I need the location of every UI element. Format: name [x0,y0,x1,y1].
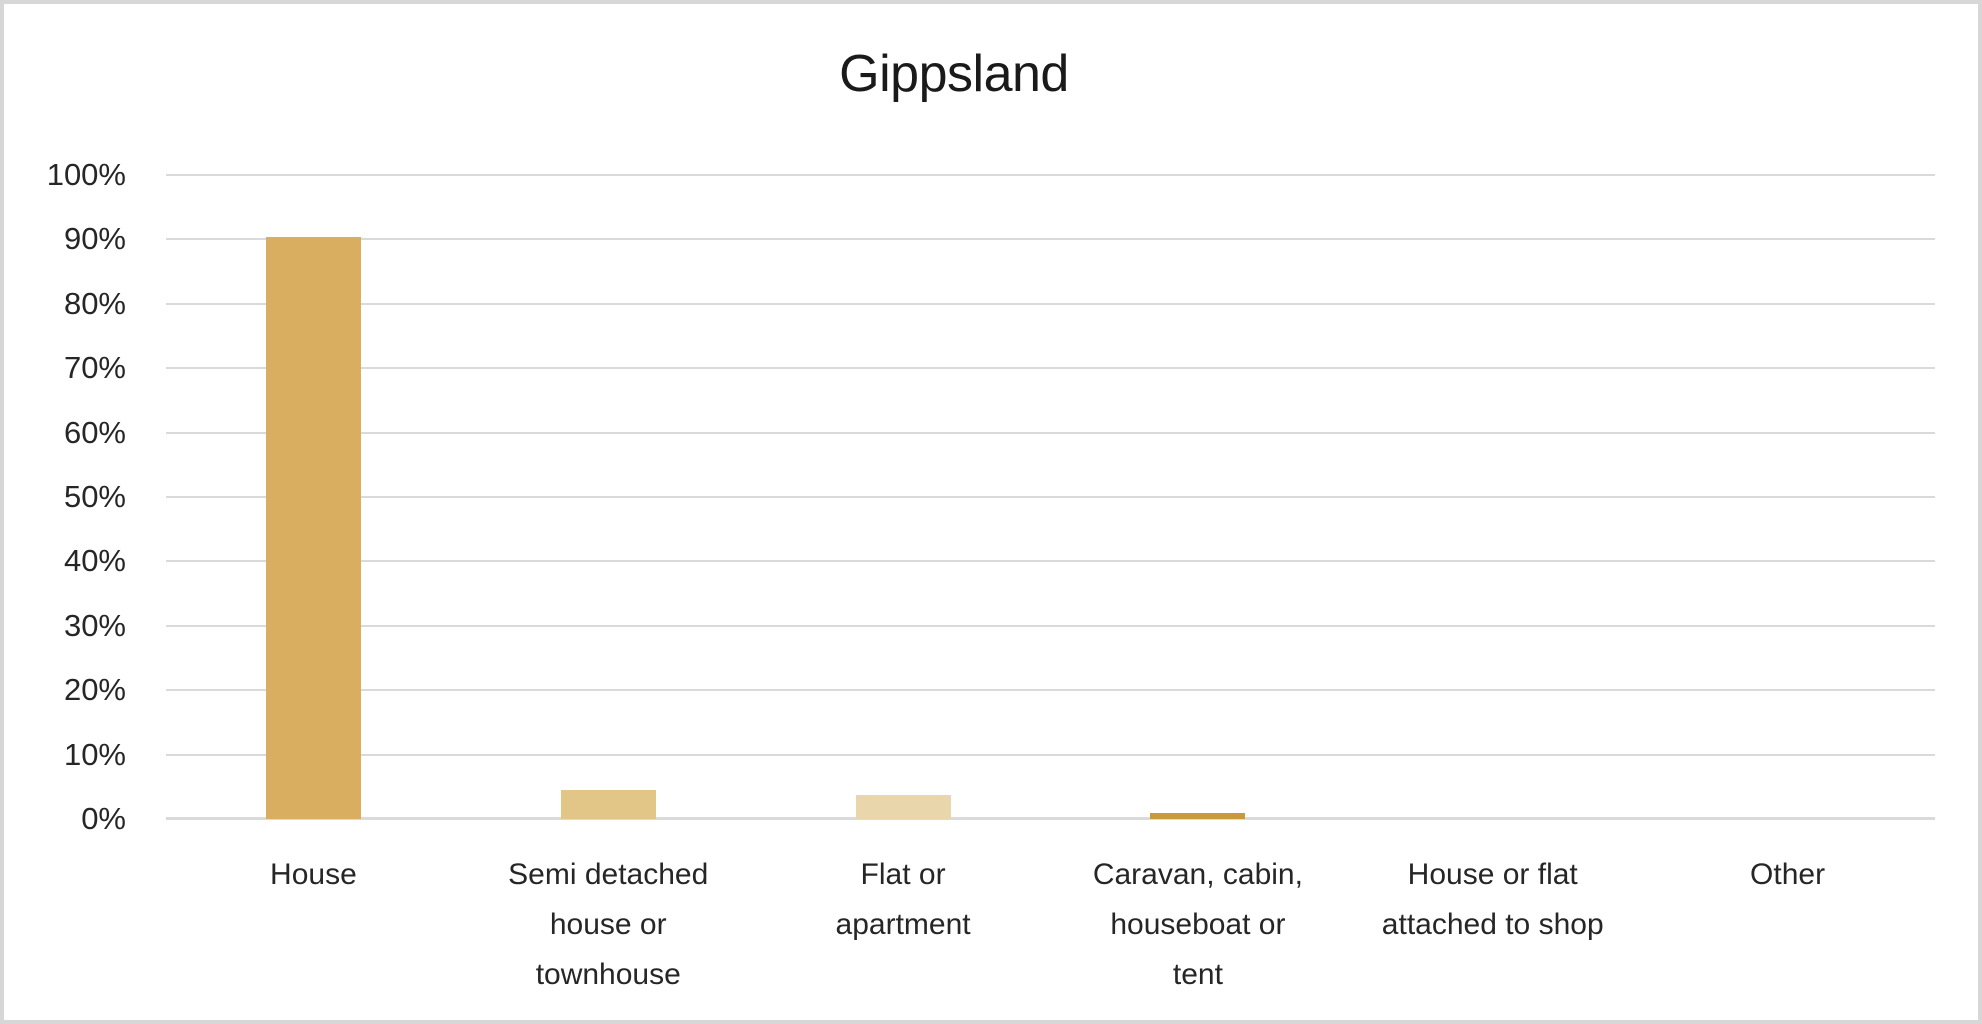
y-tick-label: 80% [63,286,126,321]
category-label-line: House [270,858,357,891]
category-label: Caravan, cabin, houseboat or tent [1050,850,1345,1000]
y-tick-label: 70% [63,350,126,385]
y-tick-label: 0% [81,801,126,836]
bar-slots [166,175,1935,819]
category-label-line: Flat or [860,858,946,891]
bar-1 [265,237,361,819]
category-label: House or flat attached to shop [1345,850,1640,1000]
gridline [166,238,1935,240]
category-label-line: Semi detached [508,858,709,891]
gridline [166,817,1935,820]
bar-slot [1050,175,1345,819]
gridline [166,367,1935,369]
gridline [166,754,1935,756]
category-label-line: house or [549,908,667,941]
category-label-line: tent [1172,958,1223,991]
y-tick-label: 10% [63,737,126,772]
gridline [166,689,1935,691]
bar-2 [560,790,656,819]
gridline [166,303,1935,305]
bar-3 [855,795,951,819]
gridline [166,625,1935,627]
category-label-line: apartment [835,908,971,941]
bar-4 [1150,813,1246,819]
category-label-line: Other [1750,858,1826,891]
bar-slot [166,175,461,819]
bar-slot [1640,175,1935,819]
y-tick-label: 40% [63,543,126,578]
category-label-line: townhouse [535,958,681,991]
y-tick-label: 30% [63,608,126,643]
bar-slot [1345,175,1640,819]
y-tick-label: 20% [63,672,126,707]
y-tick-label: 90% [63,221,126,256]
category-label-line: Caravan, cabin, [1092,858,1303,891]
plot-area [166,174,1935,820]
category-label: House [166,850,461,1000]
category-label-line: House or flat [1407,858,1578,891]
y-axis-labels: 0% 10% 20% 30% 40% 50% 60% 70% 80% 90% 100% [4,157,126,836]
y-tick-label: 100% [46,157,126,192]
gridline [166,174,1935,176]
y-tick-label: 60% [63,415,126,450]
category-label-line: houseboat or [1110,908,1286,941]
gridline [166,496,1935,498]
gridline [166,432,1935,434]
category-label: Semi detached house or townhouse [461,850,756,1000]
x-axis-labels: House Semi detached house or townhouse Flat … [166,850,1935,1000]
y-tick-label: 50% [63,479,126,514]
bar-slot [461,175,756,819]
gridline [166,560,1935,562]
category-label: Other [1640,850,1935,1000]
chart-title: Gippsland [839,45,1069,103]
category-label: Flat or apartment [756,850,1051,1000]
category-label-line: attached to shop [1381,908,1604,941]
bar-slot [756,175,1051,819]
